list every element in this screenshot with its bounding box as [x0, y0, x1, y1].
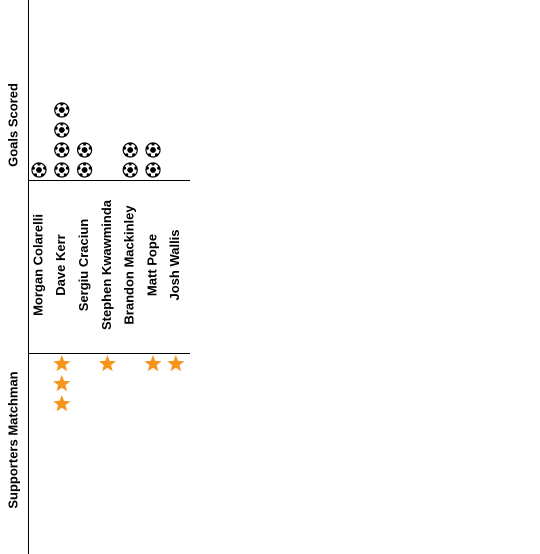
- ball-patch: [58, 127, 65, 133]
- ball-patch: [54, 166, 58, 170]
- ball-patch: [79, 173, 83, 177]
- ball-patch: [151, 142, 155, 146]
- category-label: Dave Kerr: [53, 234, 68, 295]
- ball-patch: [127, 167, 134, 173]
- ball-patch: [132, 153, 136, 157]
- ball-patch: [77, 166, 81, 170]
- icon-stack: [53, 355, 71, 412]
- ball-patch: [65, 106, 70, 110]
- ball-patch: [79, 153, 83, 157]
- icon-stack: [122, 142, 138, 178]
- ball-patch: [60, 102, 64, 106]
- ball-patch: [157, 166, 161, 170]
- ball-patch: [134, 146, 138, 150]
- star-icon: [53, 375, 71, 392]
- icon-stack: [76, 142, 93, 178]
- category-label: Josh Wallis: [167, 229, 182, 300]
- ball-patch: [145, 146, 149, 150]
- ball-patch: [154, 153, 159, 157]
- ball-patch: [125, 173, 129, 177]
- ball-patch: [88, 166, 92, 170]
- ball-patch: [54, 146, 58, 150]
- ball-patch: [145, 166, 149, 170]
- category-label: Brandon Mackinley: [122, 205, 137, 325]
- ball-patch: [56, 153, 60, 157]
- ball-patch: [40, 173, 45, 177]
- star-icon: [167, 355, 185, 372]
- ball-patch: [60, 162, 64, 166]
- ball-patch: [65, 146, 70, 150]
- ball-patch: [60, 122, 64, 126]
- ball-patch: [154, 173, 159, 177]
- ball-patch: [128, 142, 132, 146]
- ball-patch: [128, 162, 132, 166]
- ball-patch: [157, 146, 161, 150]
- star-icon: [53, 355, 71, 372]
- ball-patch: [56, 113, 60, 117]
- icon-stack: [98, 355, 116, 372]
- category-label: Sergiu Craciun: [76, 219, 91, 312]
- ball-patch: [37, 162, 41, 166]
- ball-patch: [77, 146, 81, 150]
- ball-patch: [150, 167, 156, 173]
- category-label: Morgan Colarelli: [30, 214, 45, 316]
- ball-patch: [86, 153, 90, 157]
- ball-patch: [56, 133, 60, 137]
- ball-patch: [60, 142, 64, 146]
- ball-patch: [36, 167, 42, 173]
- panel-label: Supporters Matchman: [5, 371, 20, 508]
- ball-patch: [58, 147, 65, 153]
- ball-patch: [54, 106, 58, 110]
- star-icon: [144, 355, 162, 372]
- ball-patch: [43, 166, 47, 170]
- star-icon: [98, 355, 116, 372]
- ball-patch: [147, 173, 152, 177]
- ball-patch: [81, 147, 88, 153]
- icon-stack: [54, 102, 70, 178]
- ball-patch: [81, 167, 88, 173]
- ball-patch: [122, 146, 127, 150]
- ball-patch: [127, 147, 134, 153]
- icon-stack: [167, 355, 185, 372]
- category-label: Stephen Kwawminda: [99, 199, 114, 330]
- ball-patch: [65, 166, 70, 170]
- star-icon: [53, 395, 71, 412]
- ball-patch: [147, 153, 152, 157]
- ball-patch: [132, 173, 136, 177]
- ball-patch: [134, 166, 138, 170]
- icon-stack: [145, 142, 161, 178]
- ball-patch: [88, 146, 92, 150]
- ball-patch: [58, 107, 65, 113]
- ball-patch: [31, 166, 35, 170]
- ball-patch: [63, 113, 67, 117]
- ball-patch: [54, 126, 58, 130]
- ball-patch: [56, 173, 60, 177]
- ball-patch: [151, 162, 155, 166]
- ball-patch: [86, 173, 90, 177]
- panel-label: Goals Scored: [5, 83, 20, 167]
- category-label: Matt Pope: [144, 234, 159, 296]
- ball-patch: [65, 126, 70, 130]
- ball-patch: [83, 142, 87, 146]
- ball-patch: [122, 166, 127, 170]
- ball-patch: [150, 147, 156, 153]
- ball-patch: [125, 153, 129, 157]
- icon-stack: [144, 355, 162, 372]
- ball-patch: [63, 173, 67, 177]
- icon-stack: [31, 162, 47, 178]
- ball-patch: [33, 173, 38, 177]
- ball-patch: [58, 167, 65, 173]
- ball-patch: [63, 133, 67, 137]
- ball-patch: [63, 153, 67, 157]
- ball-patch: [83, 162, 87, 166]
